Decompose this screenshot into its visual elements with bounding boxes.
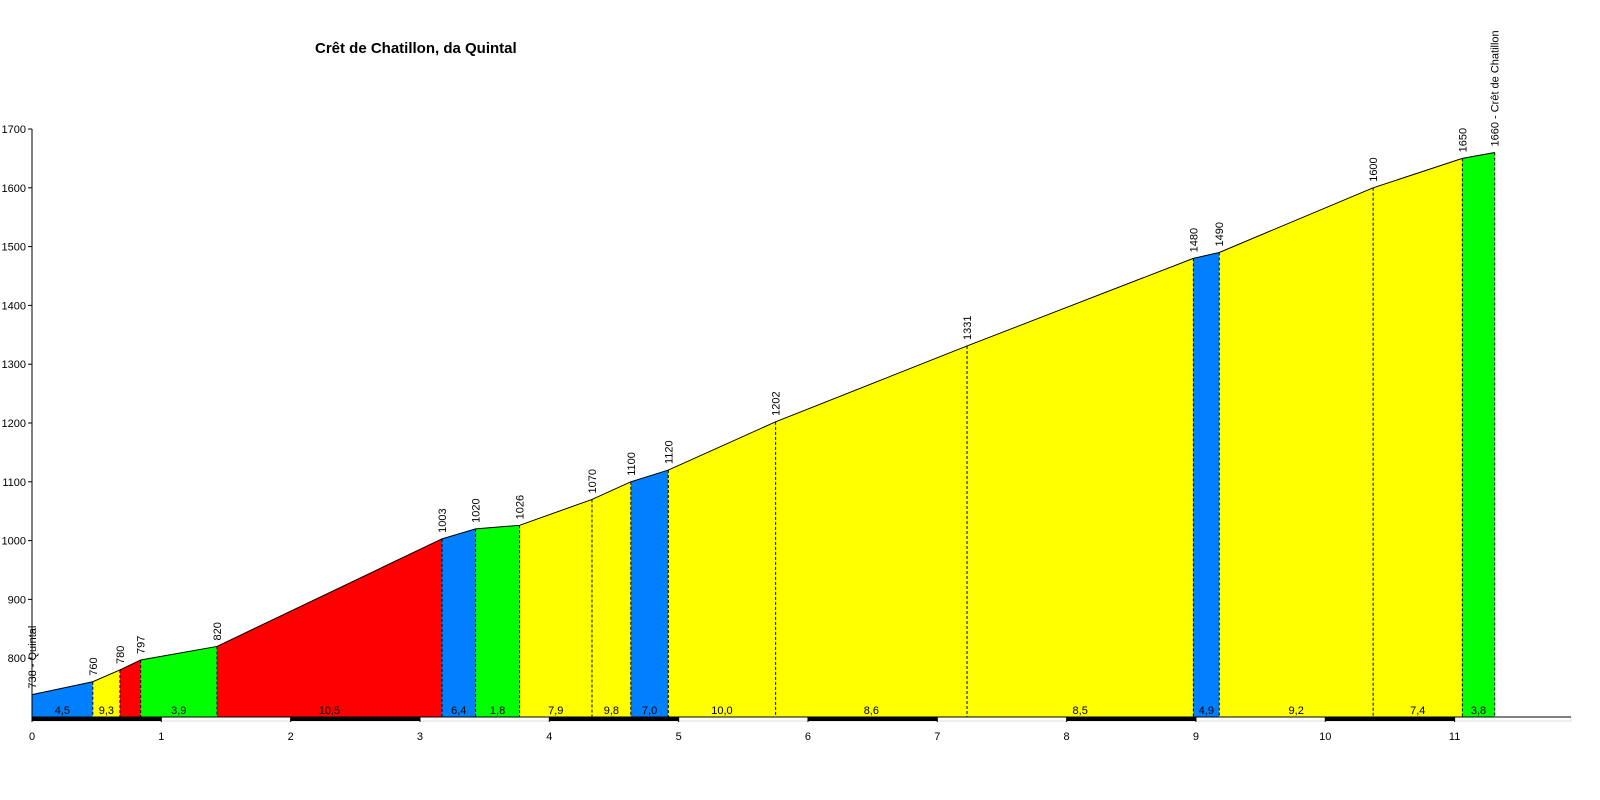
segment — [1193, 252, 1220, 718]
segment — [1219, 187, 1374, 718]
gradient-label: 10,5 — [319, 705, 340, 717]
segment — [1373, 158, 1463, 717]
elevation-label: 738 - Quintal — [27, 626, 39, 689]
profile-line — [31, 152, 1495, 696]
gradient-label: 4,9 — [1199, 705, 1214, 717]
y-tick-label: 800 — [8, 653, 26, 665]
x-tick-label: 6 — [805, 731, 811, 743]
km-bar — [549, 717, 679, 721]
segment — [1462, 152, 1495, 717]
x-tick-label: 9 — [1193, 731, 1199, 743]
segment — [140, 646, 217, 717]
y-tick-label: 900 — [8, 594, 26, 606]
segment — [591, 481, 631, 717]
segment — [119, 659, 141, 717]
x-tick-label: 5 — [676, 731, 682, 743]
y-tick-label: 1300 — [2, 359, 26, 371]
segment — [668, 421, 776, 717]
gradient-label: 10,0 — [711, 705, 732, 717]
y-tick-label: 1200 — [2, 418, 26, 430]
elevation-label: 1660 - Crêt de Chatillon — [1490, 30, 1502, 146]
elevation-label: 1026 — [515, 495, 527, 519]
elevation-label: 1120 — [663, 440, 675, 464]
x-tick-label: 1 — [158, 731, 164, 743]
elevation-label: 797 — [136, 636, 148, 654]
elevation-label: 1202 — [771, 391, 783, 415]
segment — [475, 525, 520, 717]
x-tick-label: 8 — [1064, 731, 1070, 743]
km-bar — [807, 717, 938, 721]
elevation-label: 1100 — [626, 452, 638, 476]
km-bar — [290, 717, 420, 721]
km-bar — [1066, 717, 1196, 721]
x-tick-label: 3 — [417, 731, 423, 743]
segment — [630, 470, 669, 717]
km-bar — [32, 717, 162, 721]
elevation-label: 760 — [88, 657, 100, 675]
elevation-label: 780 — [115, 646, 127, 664]
gradient-label: 7,9 — [548, 705, 563, 717]
elevation-label: 1480 — [1188, 228, 1200, 252]
gradient-label: 9,3 — [99, 705, 114, 717]
x-tick-label: 0 — [29, 731, 35, 743]
elevation-label: 1600 — [1368, 157, 1380, 181]
gradient-label: 8,5 — [1073, 705, 1088, 717]
segment — [519, 499, 592, 717]
segment — [967, 258, 1194, 717]
x-tick-label: 10 — [1319, 731, 1331, 743]
elevation-label: 1331 — [962, 315, 974, 339]
gradient-label: 6,4 — [451, 705, 466, 717]
segment — [32, 681, 93, 717]
gradient-label: 7,0 — [642, 705, 657, 717]
x-tick-label: 11 — [1449, 731, 1460, 743]
segment — [216, 538, 442, 717]
gradient-label: 9,2 — [1289, 705, 1304, 717]
elevation-label: 820 — [212, 622, 224, 640]
elevation-label: 1650 — [1457, 128, 1469, 152]
x-tick-label: 7 — [934, 731, 940, 743]
y-tick-label: 1500 — [2, 242, 26, 254]
y-tick-label: 1700 — [2, 124, 26, 136]
elevation-label: 1490 — [1214, 222, 1226, 246]
x-tick-label: 4 — [546, 731, 552, 743]
gradient-label: 7,4 — [1410, 705, 1425, 717]
segment — [92, 669, 120, 717]
gradient-label: 1,8 — [490, 705, 505, 717]
km-bar — [1325, 717, 1455, 721]
elevation-label: 1020 — [471, 498, 483, 522]
elevation-label: 1070 — [587, 469, 599, 493]
segment — [775, 345, 968, 717]
x-tick-label: 2 — [288, 731, 294, 743]
y-tick-label: 1100 — [2, 477, 26, 489]
gradient-label: 9,8 — [604, 705, 619, 717]
chart-title: Crêt de Chatillon, da Quintal — [315, 40, 517, 57]
elevation-label: 1003 — [437, 508, 449, 532]
segment — [441, 528, 476, 717]
gradient-label: 4,5 — [55, 705, 70, 717]
gradient-label: 8,6 — [864, 705, 879, 717]
gradient-label: 3,9 — [171, 705, 186, 717]
gradient-label: 3,8 — [1471, 705, 1486, 717]
y-tick-label: 1400 — [2, 300, 26, 312]
y-tick-label: 1600 — [2, 183, 26, 195]
y-tick-label: 1000 — [2, 536, 26, 548]
